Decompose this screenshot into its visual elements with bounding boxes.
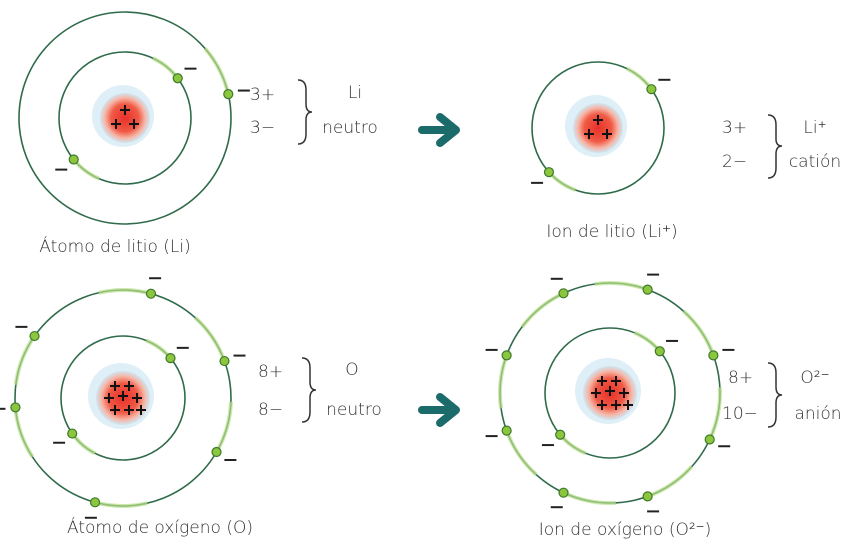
electron-trail <box>648 467 692 497</box>
electron-trail <box>500 355 507 408</box>
symbol: O²⁻ <box>800 368 829 388</box>
electron <box>146 289 155 298</box>
electron <box>91 498 100 507</box>
caption: Átomo de oxígeno (O) <box>67 516 253 538</box>
electron <box>502 351 511 360</box>
negative-charge: 3− <box>250 118 275 138</box>
state: neutro <box>326 400 382 420</box>
symbol: Li <box>348 83 362 103</box>
negative-charge: 10− <box>722 404 758 424</box>
nucleus <box>100 93 150 143</box>
electron <box>69 155 78 164</box>
electron <box>173 74 182 83</box>
caption: Átomo de litio (Li) <box>39 235 191 257</box>
electron <box>559 289 568 298</box>
state: neutro <box>322 118 378 138</box>
electron <box>647 85 656 94</box>
electron-trail <box>99 290 151 294</box>
electron <box>11 403 20 412</box>
electron <box>556 430 565 439</box>
electron <box>655 347 664 356</box>
diagram: 3+ 3− Li neutro Átomo de litio (Li) 3+ 2… <box>0 0 855 542</box>
electron-trail <box>507 431 537 475</box>
electron <box>224 90 233 99</box>
electron <box>166 354 175 363</box>
state: catión <box>789 152 841 172</box>
electron <box>643 492 652 501</box>
caption: Ion de litio (Li⁺) <box>546 222 677 242</box>
positive-charge: 3+ <box>250 85 275 105</box>
electron-trail <box>217 402 231 452</box>
electron <box>643 285 652 294</box>
electron-trail <box>15 407 32 456</box>
state: anión <box>794 404 841 424</box>
symbol: Li⁺ <box>803 118 826 138</box>
brace <box>298 80 312 144</box>
positive-charge: 3+ <box>722 118 747 138</box>
negative-charge: 2− <box>722 152 747 172</box>
electron <box>502 426 511 435</box>
positive-charge: 8+ <box>728 368 753 388</box>
brace <box>768 363 782 427</box>
brace <box>768 115 782 178</box>
electron <box>709 351 718 360</box>
electron-trail <box>195 318 224 361</box>
positive-charge: 8+ <box>258 362 283 382</box>
electron-trail <box>16 336 35 385</box>
electron <box>212 448 221 457</box>
electron-trail <box>95 502 147 506</box>
brace <box>302 358 316 422</box>
electron-trail <box>205 48 228 94</box>
nucleus <box>573 103 623 153</box>
atoms <box>0 12 734 518</box>
electron <box>544 168 553 177</box>
electron-trail <box>684 311 714 355</box>
arrow <box>422 397 456 423</box>
arrow <box>422 117 456 143</box>
electron-trail <box>564 493 616 503</box>
electron <box>68 429 77 438</box>
electron <box>559 488 568 497</box>
electron <box>705 435 714 444</box>
electron-trail <box>710 387 720 439</box>
electron-trail <box>522 293 563 326</box>
electron <box>30 332 39 341</box>
negative-charge: 8− <box>258 400 283 420</box>
electron <box>220 357 229 366</box>
symbol: O <box>345 360 358 380</box>
caption: Ion de oxígeno (O²⁻) <box>539 520 712 540</box>
electron-trail <box>595 283 648 290</box>
